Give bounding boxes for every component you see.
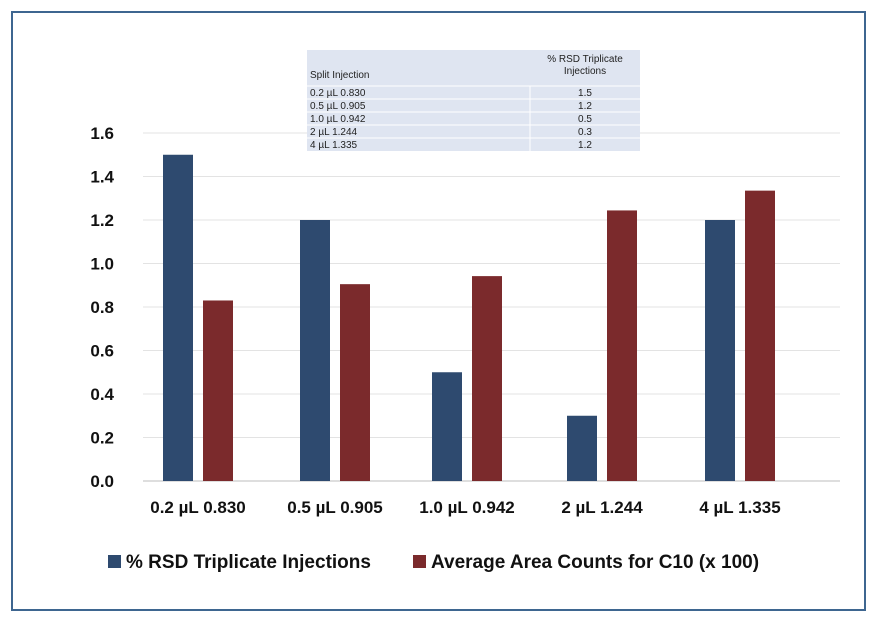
bar-area-counts — [340, 284, 370, 481]
table-background — [307, 50, 640, 151]
y-tick-label: 1.4 — [90, 168, 114, 187]
bars — [163, 154, 775, 481]
table-cell-rsd: 1.2 — [578, 101, 592, 112]
bar-rsd — [300, 220, 330, 481]
x-category-label: 4 µL 1.335 — [699, 498, 780, 517]
bar-rsd — [432, 372, 462, 481]
table-cell-injection: 2 µL 1.244 — [310, 127, 358, 138]
y-axis-ticks: 0.0 0.2 0.4 0.6 0.8 1.0 1.2 1.4 1.6 — [90, 124, 114, 491]
table-cell-rsd: 0.3 — [578, 127, 592, 138]
bar-area-counts — [472, 276, 502, 481]
table-cell-injection: 4 µL 1.335 — [310, 140, 358, 151]
x-axis-categories: 0.2 µL 0.830 0.5 µL 0.905 1.0 µL 0.942 2 µL… — [150, 498, 780, 517]
bar-rsd — [163, 154, 193, 481]
bar-rsd — [567, 415, 597, 481]
table-header-split-injection: Split Injection — [310, 70, 369, 81]
bar-area-counts — [203, 300, 233, 481]
y-tick-label: 0.2 — [90, 429, 114, 448]
y-tick-label: 0.6 — [90, 342, 114, 361]
y-tick-label: 1.2 — [90, 211, 114, 230]
x-category-label: 0.2 µL 0.830 — [150, 498, 246, 517]
table-cell-injection: 0.5 µL 0.905 — [310, 101, 366, 112]
x-category-label: 1.0 µL 0.942 — [419, 498, 515, 517]
y-tick-label: 1.0 — [90, 255, 114, 274]
table-header-rsd-line: % RSD Triplicate — [547, 54, 623, 65]
bar-rsd — [705, 220, 735, 481]
table-header-rsd-line: Injections — [564, 66, 606, 77]
y-tick-label: 0.8 — [90, 298, 114, 317]
table-cell-rsd: 1.5 — [578, 88, 592, 99]
chart-frame: 0.0 0.2 0.4 0.6 0.8 1.0 1.2 1.4 1.6 0.2 µL 0.830… — [11, 11, 866, 611]
bar-chart: 0.0 0.2 0.4 0.6 0.8 1.0 1.2 1.4 1.6 0.2 µL 0.830… — [90, 50, 840, 573]
table-header-rsd: % RSD Triplicate Injections — [547, 54, 623, 77]
table-cell-rsd: 0.5 — [578, 114, 592, 125]
legend-swatch — [413, 555, 426, 568]
legend: % RSD Triplicate Injections Average Area … — [108, 552, 759, 573]
x-category-label: 0.5 µL 0.905 — [287, 498, 383, 517]
table-cell-injection: 0.2 µL 0.830 — [310, 88, 366, 99]
bar-area-counts — [607, 210, 637, 481]
inset-table: Split Injection % RSD Triplicate Injection… — [307, 50, 640, 151]
legend-swatch — [108, 555, 121, 568]
x-category-label: 2 µL 1.244 — [561, 498, 643, 517]
legend-label: Average Area Counts for C10 (x 100) — [431, 552, 759, 573]
table-cell-rsd: 1.2 — [578, 140, 592, 151]
y-tick-label: 0.0 — [90, 472, 114, 491]
y-tick-label: 1.6 — [90, 124, 114, 143]
y-tick-label: 0.4 — [90, 385, 114, 404]
table-cell-injection: 1.0 µL 0.942 — [310, 114, 366, 125]
legend-label: % RSD Triplicate Injections — [126, 552, 371, 573]
bar-area-counts — [745, 190, 775, 481]
